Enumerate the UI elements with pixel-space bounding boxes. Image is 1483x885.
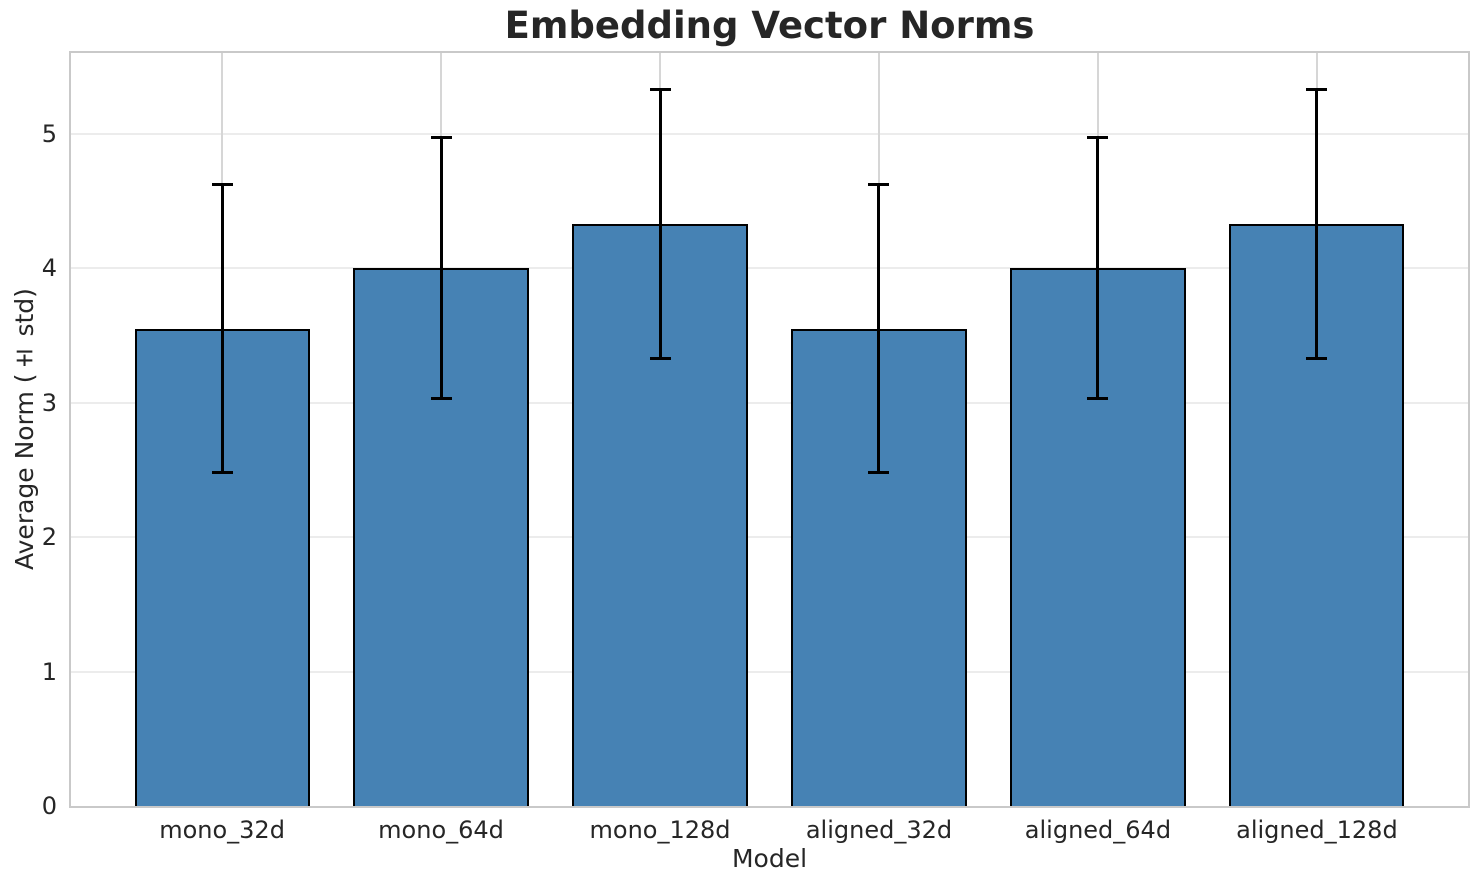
error-bar-cap-top bbox=[1306, 87, 1328, 91]
y-gridline bbox=[71, 401, 1468, 404]
error-bar-cap-top bbox=[430, 136, 452, 140]
error-bar-cap-bottom bbox=[1306, 356, 1328, 360]
y-gridline bbox=[71, 536, 1468, 539]
y-tick-label: 3 bbox=[41, 388, 57, 417]
y-tick-label: 1 bbox=[41, 657, 57, 686]
y-tick-label: 2 bbox=[41, 523, 57, 552]
error-bar-line bbox=[1096, 137, 1100, 399]
x-tick-label: aligned_32d bbox=[805, 816, 953, 844]
error-bar-line bbox=[439, 137, 443, 399]
error-bar-cap-bottom bbox=[1087, 397, 1109, 401]
x-tick-label: mono_32d bbox=[159, 816, 285, 844]
x-tick-label: mono_128d bbox=[589, 816, 731, 844]
error-bar-cap-top bbox=[649, 87, 671, 91]
y-tick-label: 5 bbox=[41, 119, 57, 148]
plot-area bbox=[69, 51, 1470, 808]
y-gridline bbox=[71, 267, 1468, 270]
x-axis-label: Model bbox=[731, 844, 808, 873]
y-tick-label: 0 bbox=[41, 792, 57, 820]
error-bar-cap-bottom bbox=[649, 356, 671, 360]
y-gridline bbox=[71, 132, 1468, 135]
x-tick-label: aligned_64d bbox=[1024, 816, 1172, 844]
error-bar-cap-top bbox=[868, 183, 890, 187]
error-bar-cap-bottom bbox=[430, 397, 452, 401]
y-axis-label: Average Norm (± std) bbox=[10, 288, 39, 571]
bar bbox=[134, 328, 310, 806]
error-bar-cap-top bbox=[1087, 136, 1109, 140]
x-tick-label: aligned_128d bbox=[1236, 816, 1398, 844]
y-tick-label: 4 bbox=[41, 254, 57, 283]
error-bar-cap-top bbox=[211, 183, 233, 187]
chart-title: Embedding Vector Norms bbox=[504, 4, 1035, 47]
error-bar-cap-bottom bbox=[211, 471, 233, 475]
error-bar-line bbox=[1315, 89, 1319, 359]
error-bar-line bbox=[658, 89, 662, 359]
y-gridline bbox=[71, 670, 1468, 673]
error-bar-line bbox=[877, 184, 881, 473]
x-tick-label: mono_64d bbox=[378, 816, 504, 844]
error-bar-line bbox=[220, 184, 224, 473]
error-bar-cap-bottom bbox=[868, 471, 890, 475]
